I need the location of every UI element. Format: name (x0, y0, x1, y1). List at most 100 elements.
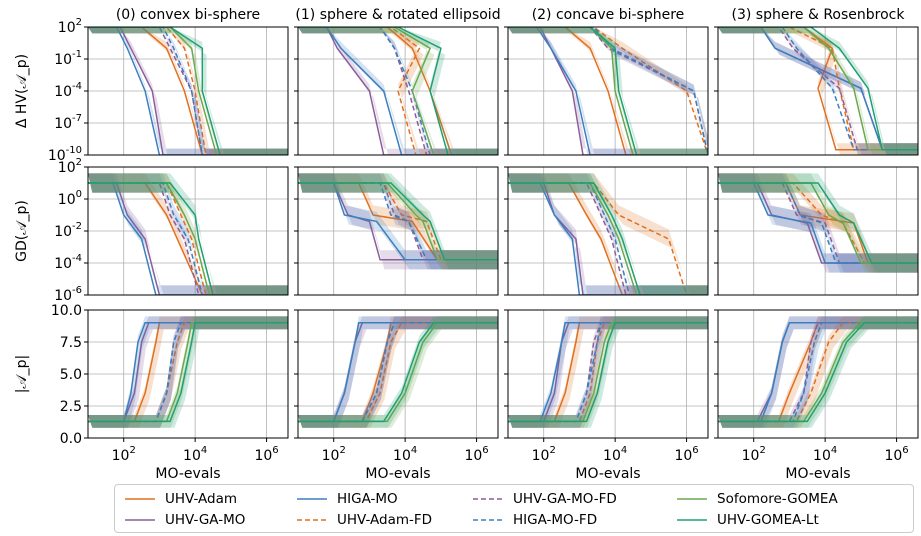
y-tick-label: 10.0 (51, 303, 82, 319)
band-higa-mo (88, 173, 288, 295)
band-uhv-adam-fd (88, 316, 288, 428)
x-axis-label: MO-evals (155, 466, 220, 482)
panel-title-2: (2) concave bi-sphere (532, 7, 685, 23)
band-uhv-ga-mo-fd (88, 316, 288, 428)
series-line-uhv-gomea-lt (718, 27, 918, 151)
band-uhv-gomea-lt (298, 316, 498, 428)
x-axis-label: MO-evals (575, 466, 640, 482)
band-sofomore-gomea (88, 173, 288, 295)
y-tick-label: 10-1 (54, 49, 82, 68)
series-line-uhv-adam-fd (508, 182, 708, 295)
x-tick-label: 102 (742, 445, 766, 464)
legend-item-higa-mo: HIGA-MO (295, 489, 398, 509)
y-tick-label: 7.5 (60, 335, 82, 351)
legend-item-sofomore-gomea: Sofomore-GOMEA (675, 489, 838, 509)
legend-label: UHV-Adam-FD (337, 512, 433, 528)
series-line-higa-mo-fd (298, 27, 498, 155)
legend-item-uhv-adam-fd: UHV-Adam-FD (295, 510, 432, 530)
band-uhv-adam-fd (508, 316, 708, 428)
y-tick-label: 10-10 (48, 145, 82, 164)
band-uhv-ga-mo-fd (298, 316, 498, 428)
legend-label: HIGA-MO (337, 491, 398, 507)
y-tick-label: 10-2 (54, 221, 82, 240)
y-axis-label-2: |𝒜_p| (14, 355, 30, 394)
legend-item-uhv-ga-mo: UHV-GA-MO (123, 510, 245, 530)
band-uhv-adam (718, 316, 918, 428)
legend-item-higa-mo-fd: HIGA-MO-FD (471, 510, 597, 530)
panel-title-3: (3) sphere & Rosenbrock (732, 7, 906, 23)
x-tick-label: 104 (393, 445, 417, 464)
band-uhv-adam (88, 316, 288, 428)
x-tick-label: 106 (674, 445, 698, 464)
legend-item-uhv-gomea-lt: UHV-GOMEA-Lt (675, 510, 819, 530)
band-higa-mo-fd (298, 173, 498, 270)
x-axis-label: MO-evals (785, 466, 850, 482)
y-tick-label: 102 (58, 17, 82, 36)
series-line-sofomore-gomea (718, 27, 918, 151)
legend-label: HIGA-MO-FD (513, 512, 598, 528)
band-uhv-ga-mo-fd (718, 316, 918, 428)
band-uhv-adam-fd (298, 316, 498, 428)
legend-label: UHV-GOMEA-Lt (717, 512, 819, 528)
legend-swatch (473, 519, 503, 521)
band-uhv-adam-fd (88, 173, 288, 295)
series-line-uhv-gomea-lt (88, 27, 288, 155)
series-line-uhv-ga-mo (88, 27, 288, 155)
band-higa-mo-fd (718, 316, 918, 428)
series-line-uhv-ga-mo-fd (298, 27, 498, 155)
x-tick-label: 104 (813, 445, 837, 464)
y-tick-label: 2.5 (60, 399, 82, 415)
band-higa-mo-fd (298, 316, 498, 428)
band-higa-mo (298, 316, 498, 428)
band-uhv-ga-mo (718, 173, 918, 273)
band-higa-mo-fd (508, 173, 708, 295)
panel-title-1: (1) sphere & rotated ellipsoid (295, 7, 500, 23)
legend-swatch (297, 519, 327, 521)
x-tick-label: 104 (603, 445, 627, 464)
legend-swatch (677, 519, 707, 521)
series-line-uhv-ga-mo-fd (718, 27, 918, 151)
x-tick-label: 106 (884, 445, 908, 464)
y-tick-label: 0.0 (60, 431, 82, 447)
series-line-uhv-adam (718, 27, 918, 151)
series-line-higa-mo-fd (718, 322, 918, 423)
y-tick-label: 100 (58, 189, 82, 208)
band-uhv-ga-mo-fd (508, 173, 708, 295)
series-line-uhv-gomea-lt (508, 27, 708, 155)
series-line-sofomore-gomea (298, 27, 498, 155)
band-uhv-gomea-lt (508, 173, 708, 295)
legend-label: UHV-GA-MO (165, 512, 246, 528)
legend: UHV-Adam UHV-GA-MO HIGA-MO UHV-Adam-FD UHV-G… (114, 484, 914, 533)
series-line-uhv-gomea-lt (88, 182, 288, 295)
legend-label: Sofomore-GOMEA (717, 491, 838, 507)
legend-item-uhv-adam: UHV-Adam (123, 489, 237, 509)
band-higa-mo (508, 173, 708, 295)
band-uhv-ga-mo (88, 316, 288, 428)
legend-label: UHV-Adam (165, 491, 238, 507)
y-axis-label-0: Δ HV(𝒜_p) (14, 54, 30, 128)
x-tick-label: 102 (112, 445, 136, 464)
series-line-uhv-adam (508, 27, 708, 155)
band-higa-mo-fd (508, 316, 708, 428)
x-tick-label: 106 (464, 445, 488, 464)
legend-label: UHV-GA-MO-FD (513, 491, 617, 507)
legend-swatch (677, 498, 707, 500)
y-tick-label: 10-4 (54, 81, 82, 100)
series-line-higa-mo-fd (88, 182, 288, 295)
series-line-higa-mo (508, 27, 708, 155)
band-uhv-ga-mo (88, 173, 288, 295)
series-line-sofomore-gomea (88, 27, 288, 155)
series-line-uhv-gomea-lt (298, 182, 498, 261)
band-uhv-adam (88, 173, 288, 295)
legend-swatch (125, 519, 155, 521)
series-line-uhv-gomea-lt (508, 182, 708, 295)
band-higa-mo (718, 316, 918, 428)
band-uhv-gomea-lt (88, 316, 288, 428)
legend-item-uhv-ga-mo-fd: UHV-GA-MO-FD (471, 489, 617, 509)
band-uhv-ga-mo-fd (298, 173, 498, 270)
band-higa-mo-fd (718, 173, 918, 273)
series-line-sofomore-gomea (508, 27, 708, 155)
series-line-uhv-adam (88, 27, 288, 155)
band-uhv-adam (298, 316, 498, 428)
